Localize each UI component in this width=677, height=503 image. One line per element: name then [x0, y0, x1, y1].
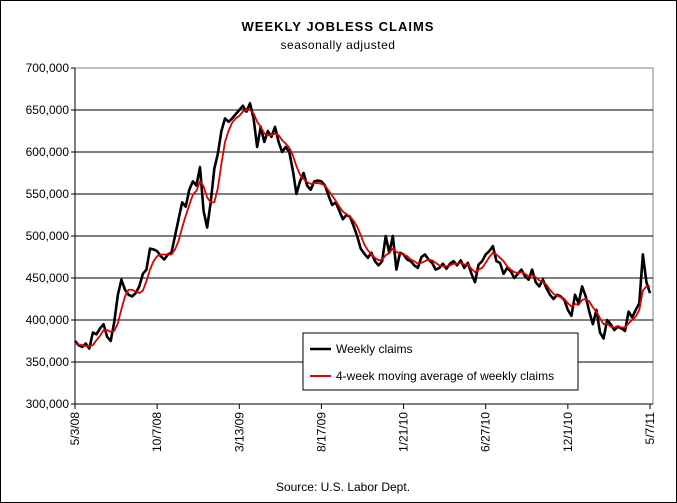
- gridlines: [75, 109, 653, 363]
- y-tick-label: 600,000: [26, 145, 70, 159]
- legend-label-weekly: Weekly claims: [336, 342, 412, 356]
- x-axis: 5/3/08 10/7/08 3/13/09 8/17/09 1/21/10 6/27/1…: [68, 404, 657, 452]
- source-note: Source: U.S. Labor Dept.: [276, 480, 410, 494]
- y-tick-label: 450,000: [26, 271, 70, 285]
- y-tick-label: 400,000: [26, 313, 70, 327]
- legend-label-average: 4-week moving average of weekly claims: [336, 369, 554, 383]
- series-line-moving-average: [74, 109, 650, 347]
- x-tick-label: 5/7/11: [643, 412, 657, 445]
- x-tick-label: 12/1/10: [561, 412, 575, 452]
- x-tick-label: 3/13/09: [232, 412, 246, 452]
- series-lines: [74, 101, 652, 350]
- y-tick-label: 700,000: [26, 61, 70, 75]
- legend-box: [302, 332, 579, 391]
- y-tick-label: 300,000: [26, 397, 70, 411]
- chart-title: WEEKLY JOBLESS CLAIMS: [242, 19, 435, 34]
- series-line-weekly-claims: [74, 101, 652, 350]
- x-tick-label: 10/7/08: [150, 412, 164, 452]
- chart-subtitle: seasonally adjusted: [281, 38, 396, 52]
- y-tick-label: 350,000: [26, 355, 70, 369]
- x-tick-label: 8/17/09: [314, 412, 328, 452]
- y-tick-label: 500,000: [26, 229, 70, 243]
- x-tick-label: 1/21/10: [397, 412, 411, 452]
- x-tick-label: 5/3/08: [68, 412, 82, 446]
- legend: Weekly claims 4-week moving average of w…: [302, 332, 579, 391]
- x-tick-label: 6/27/10: [479, 412, 493, 452]
- y-tick-label: 550,000: [26, 187, 70, 201]
- y-axis: 300,000 350,000 400,000 450,000 500,000 550,0…: [26, 61, 653, 411]
- y-tick-label: 650,000: [26, 103, 70, 117]
